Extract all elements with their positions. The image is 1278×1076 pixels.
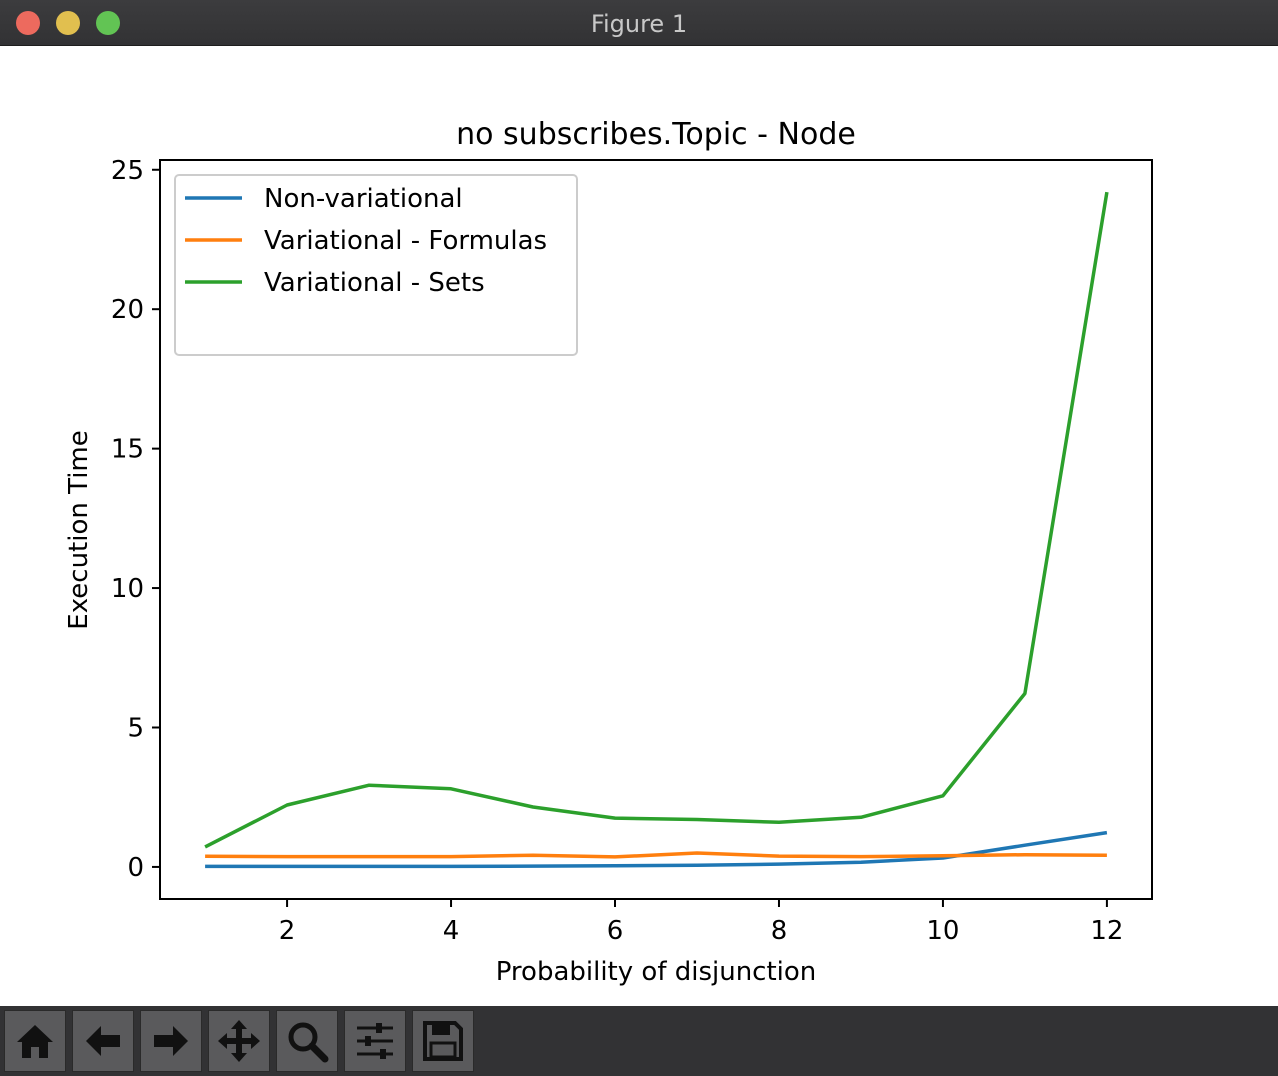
home-icon <box>17 1025 53 1058</box>
home-button[interactable] <box>4 1010 66 1072</box>
window-titlebar: Figure 1 <box>0 0 1278 46</box>
zoom-icon <box>288 1022 329 1063</box>
x-tick-label: 12 <box>1090 916 1123 946</box>
x-axis-label: Probability of disjunction <box>496 957 817 987</box>
series-line-2 <box>204 191 1109 849</box>
legend-box <box>174 174 578 356</box>
close-window-button[interactable] <box>16 11 40 35</box>
x-tick-label: 6 <box>607 916 624 946</box>
y-tick-label: 10 <box>111 574 144 604</box>
save-button[interactable] <box>412 1010 474 1072</box>
chart-legend[interactable]: Non-variational Variational - Formulas Var… <box>174 174 578 356</box>
configure-subplots-icon <box>357 1023 393 1059</box>
pan-icon <box>218 1020 260 1062</box>
window-title: Figure 1 <box>590 10 688 38</box>
back-arrow-icon <box>86 1026 120 1056</box>
configure-subplots-button[interactable] <box>344 1010 406 1072</box>
forward-button[interactable] <box>140 1010 202 1072</box>
y-tick-label: 0 <box>127 853 144 883</box>
y-tick-label: 15 <box>111 435 144 465</box>
save-icon <box>423 1021 463 1061</box>
series-line-1 <box>205 851 1107 859</box>
series-line-0 <box>205 830 1108 869</box>
back-button[interactable] <box>72 1010 134 1072</box>
chart-title: no subscribes.Topic - Node <box>456 117 856 152</box>
x-tick-label: 4 <box>443 916 460 946</box>
y-tick-label: 5 <box>127 713 144 743</box>
pan-button[interactable] <box>208 1010 270 1072</box>
x-tick-label: 8 <box>771 916 788 946</box>
zoom-button[interactable] <box>276 1010 338 1072</box>
y-tick-label: 20 <box>111 295 144 325</box>
maximize-window-button[interactable] <box>96 11 120 35</box>
figure-canvas: no subscribes.Topic - Node 2 4 6 8 10 12 0 5 10 1… <box>0 46 1278 1006</box>
navigation-toolbar <box>0 1006 1278 1076</box>
forward-arrow-icon <box>154 1026 188 1056</box>
x-tick-label: 2 <box>279 916 296 946</box>
legend-label: Non-variational <box>264 184 463 214</box>
legend-label: Variational - Sets <box>264 268 485 298</box>
plot-frame <box>159 159 1153 900</box>
line-chart: no subscribes.Topic - Node 2 4 6 8 10 12 0 5 10 1… <box>64 117 1153 987</box>
y-tick-label: 25 <box>111 156 144 186</box>
x-tick-label: 10 <box>926 916 959 946</box>
y-axis-label: Execution Time <box>64 430 94 629</box>
minimize-window-button[interactable] <box>56 11 80 35</box>
legend-label: Variational - Formulas <box>264 226 547 256</box>
